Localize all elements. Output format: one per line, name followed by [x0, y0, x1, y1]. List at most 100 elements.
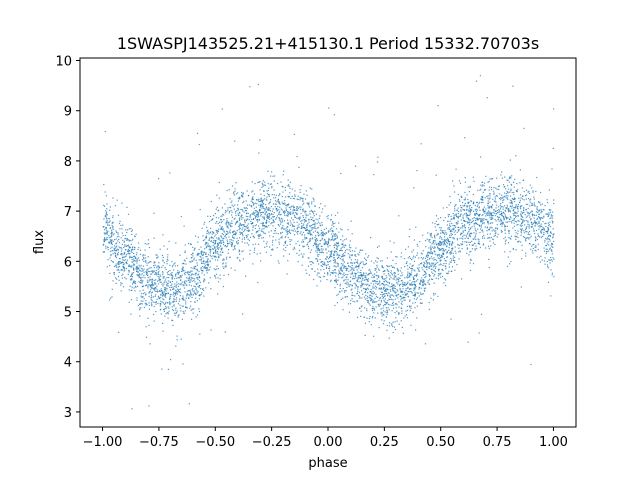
data-point [247, 212, 249, 214]
data-point [320, 229, 322, 232]
data-point [231, 214, 233, 216]
data-point [177, 303, 179, 305]
data-point [239, 259, 241, 261]
data-point [165, 290, 167, 292]
data-point [260, 193, 262, 195]
data-point [480, 219, 482, 221]
data-point [111, 231, 113, 233]
data-point [482, 237, 484, 239]
data-point [214, 240, 216, 242]
data-point [544, 257, 546, 259]
data-point [211, 231, 213, 233]
data-point [191, 270, 193, 272]
data-point [297, 195, 299, 197]
data-point [367, 292, 369, 294]
data-point [225, 230, 228, 232]
data-point [401, 274, 403, 276]
data-point [462, 241, 464, 243]
data-point [291, 217, 293, 219]
data-point [320, 265, 322, 267]
data-point [388, 281, 390, 284]
data-point [431, 252, 433, 254]
data-point [221, 233, 223, 235]
data-point [286, 231, 288, 233]
data-point [166, 311, 168, 314]
data-point [498, 210, 500, 212]
data-point [338, 269, 340, 271]
data-point [404, 266, 406, 268]
data-point [520, 231, 522, 233]
data-point [265, 211, 267, 213]
data-point [422, 282, 424, 284]
data-point [296, 207, 298, 209]
data-point [477, 242, 479, 244]
data-point [259, 209, 261, 211]
data-point [464, 181, 467, 183]
data-point [247, 223, 249, 225]
data-point [251, 206, 253, 208]
data-point [383, 280, 385, 282]
data-point [412, 302, 414, 304]
data-point [270, 175, 272, 177]
data-point [464, 137, 466, 139]
data-point [124, 259, 127, 261]
data-point [543, 209, 545, 211]
data-point [338, 222, 340, 224]
data-point [364, 291, 367, 293]
data-point [202, 288, 204, 290]
data-point [116, 242, 118, 244]
data-point [392, 325, 394, 328]
data-point [110, 233, 112, 235]
data-point [411, 269, 413, 271]
data-point [239, 233, 241, 235]
data-point [352, 275, 354, 277]
data-point [441, 254, 443, 256]
data-point [260, 204, 262, 206]
data-point [380, 299, 382, 302]
data-point [215, 222, 217, 224]
data-point [417, 292, 419, 294]
data-point [250, 220, 252, 222]
data-point [251, 213, 253, 215]
data-point [368, 285, 370, 287]
data-point [448, 263, 450, 265]
data-point [364, 279, 366, 281]
data-point [545, 237, 547, 239]
data-point [394, 312, 396, 314]
data-point [173, 288, 175, 290]
data-point [490, 222, 492, 224]
data-point [182, 269, 184, 271]
data-point [365, 294, 367, 297]
data-point [488, 181, 490, 183]
data-point [111, 243, 113, 245]
data-point [487, 207, 489, 209]
data-point [363, 283, 365, 285]
data-point [361, 274, 363, 276]
data-point [205, 243, 207, 245]
data-point [224, 212, 226, 214]
data-point [423, 287, 425, 289]
data-point [168, 298, 171, 301]
data-point [400, 302, 402, 304]
data-point [224, 266, 226, 268]
data-point [341, 290, 343, 292]
data-point [222, 228, 224, 230]
data-point [335, 248, 337, 250]
data-point [339, 254, 341, 256]
data-point [302, 208, 304, 210]
data-point [383, 285, 385, 287]
data-point [447, 228, 449, 230]
data-point [254, 225, 256, 227]
data-point [521, 218, 523, 220]
data-point [269, 183, 271, 185]
data-point [397, 297, 399, 299]
data-point [421, 253, 423, 255]
data-point [360, 280, 362, 283]
data-point [345, 238, 348, 240]
data-point [233, 191, 235, 193]
data-point [120, 261, 122, 264]
data-point [136, 274, 138, 276]
data-point [437, 105, 439, 107]
data-point [347, 282, 349, 284]
data-point [225, 223, 227, 225]
